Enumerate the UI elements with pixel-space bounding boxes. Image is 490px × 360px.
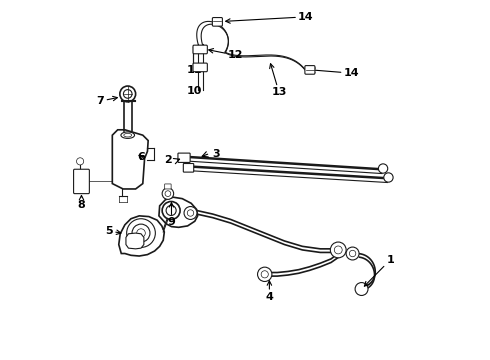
Ellipse shape [121, 132, 135, 138]
Text: 6: 6 [137, 152, 146, 162]
Circle shape [258, 267, 272, 282]
Circle shape [349, 250, 356, 257]
Circle shape [261, 271, 269, 278]
Circle shape [334, 246, 342, 254]
FancyBboxPatch shape [305, 66, 315, 74]
Text: 14: 14 [226, 12, 314, 23]
FancyBboxPatch shape [165, 184, 171, 189]
Circle shape [162, 188, 173, 199]
Polygon shape [119, 216, 164, 256]
Text: 5: 5 [105, 226, 121, 236]
Circle shape [76, 158, 84, 165]
FancyBboxPatch shape [178, 153, 190, 162]
Circle shape [123, 90, 132, 98]
Polygon shape [112, 130, 148, 189]
Text: 11: 11 [187, 64, 202, 75]
Circle shape [330, 242, 346, 258]
Circle shape [137, 229, 146, 237]
Circle shape [126, 219, 155, 247]
Circle shape [120, 86, 136, 102]
Circle shape [355, 283, 368, 296]
FancyBboxPatch shape [193, 45, 207, 54]
Circle shape [165, 191, 171, 197]
Text: 4: 4 [266, 281, 273, 302]
Ellipse shape [124, 134, 132, 137]
Polygon shape [159, 197, 197, 227]
Text: 3: 3 [212, 149, 220, 159]
Circle shape [378, 164, 388, 173]
Text: 1: 1 [365, 255, 394, 286]
Text: 10: 10 [187, 86, 202, 96]
Text: 9: 9 [168, 203, 175, 227]
FancyBboxPatch shape [74, 169, 89, 194]
Circle shape [187, 210, 194, 216]
Text: 13: 13 [270, 64, 287, 98]
FancyBboxPatch shape [183, 163, 194, 172]
FancyBboxPatch shape [193, 63, 207, 72]
Text: 7: 7 [97, 96, 117, 106]
Text: 8: 8 [77, 195, 85, 210]
Polygon shape [126, 233, 144, 249]
FancyBboxPatch shape [212, 18, 222, 26]
Circle shape [184, 207, 197, 220]
Text: 12: 12 [209, 49, 244, 60]
Circle shape [162, 202, 180, 220]
Circle shape [384, 173, 393, 182]
Text: 2: 2 [164, 155, 172, 165]
Circle shape [132, 224, 150, 242]
Circle shape [346, 247, 359, 260]
Text: 14: 14 [311, 68, 359, 78]
Circle shape [166, 206, 176, 216]
